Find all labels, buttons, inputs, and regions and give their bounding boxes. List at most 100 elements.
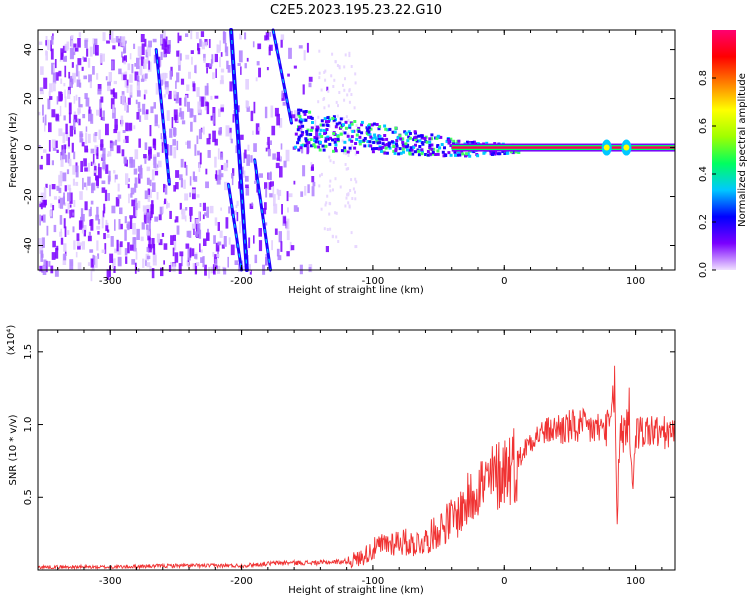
band-cell — [303, 112, 307, 116]
band-cell — [444, 154, 448, 157]
noise-speck — [96, 206, 99, 218]
noise-speck — [127, 97, 131, 105]
noise-speck — [230, 244, 235, 256]
band-cell — [392, 149, 396, 153]
noise-speck — [90, 206, 92, 216]
noise-speck — [109, 265, 111, 277]
noise-speck — [206, 206, 209, 218]
noise-speck — [245, 175, 249, 182]
noise-speck — [332, 85, 335, 88]
noise-speck — [173, 90, 177, 99]
noise-speck — [259, 173, 263, 178]
noise-speck — [326, 228, 329, 231]
noise-speck — [267, 144, 270, 150]
band-cell — [355, 137, 359, 141]
band-cell — [356, 150, 360, 154]
noise-speck — [77, 118, 79, 124]
band-cell — [339, 117, 343, 121]
noise-speck — [102, 32, 106, 42]
noise-speck — [142, 103, 146, 115]
noise-speck — [274, 228, 278, 235]
noise-speck — [188, 230, 192, 238]
noise-speck — [123, 60, 127, 65]
noise-speck — [189, 192, 192, 198]
noise-speck — [143, 212, 147, 224]
noise-speck — [60, 237, 64, 245]
noise-speck — [240, 134, 244, 140]
noise-speck — [101, 249, 106, 253]
noise-speck — [86, 48, 89, 57]
noise-speck — [136, 57, 140, 70]
noise-speck — [113, 92, 118, 99]
noise-speck — [134, 149, 139, 160]
band-cell — [350, 135, 354, 139]
noise-speck — [169, 210, 172, 219]
noise-speck — [45, 183, 48, 188]
noise-speck — [164, 36, 168, 48]
noise-speck — [206, 138, 211, 145]
noise-speck — [312, 181, 316, 187]
noise-speck — [265, 254, 269, 266]
noise-speck — [111, 94, 115, 100]
band-cell — [336, 137, 340, 141]
noise-speck — [220, 107, 224, 112]
noise-speck — [63, 243, 67, 252]
noise-speck — [293, 205, 298, 212]
noise-speck — [341, 129, 344, 133]
noise-speck — [184, 97, 187, 107]
band-cell — [420, 141, 424, 144]
band-cell — [348, 138, 352, 142]
noise-speck — [145, 109, 149, 115]
noise-speck — [97, 88, 102, 95]
noise-speck — [71, 142, 74, 153]
noise-speck — [323, 70, 326, 74]
noise-speck — [67, 144, 70, 149]
noise-speck — [125, 256, 128, 264]
noise-speck — [161, 233, 165, 237]
noise-speck — [42, 200, 46, 208]
band-cell — [449, 137, 453, 141]
noise-speck — [173, 146, 177, 159]
band-cell — [383, 151, 387, 155]
noise-speck — [96, 73, 99, 80]
noise-speck — [85, 97, 90, 107]
noise-speck — [311, 186, 315, 197]
noise-speck — [65, 154, 68, 163]
band-cell — [319, 128, 323, 132]
band-cell — [376, 141, 380, 145]
noise-speck — [139, 65, 143, 76]
noise-speck — [94, 165, 97, 171]
band-cell — [368, 133, 372, 137]
band-cell — [426, 150, 430, 153]
noise-speck — [49, 184, 51, 197]
band-cell — [452, 139, 456, 143]
noise-speck — [110, 143, 114, 152]
noise-speck — [73, 200, 76, 207]
noise-speck — [170, 235, 174, 245]
band-cell — [434, 153, 438, 156]
noise-speck — [107, 229, 110, 233]
noise-speck — [214, 156, 217, 168]
noise-speck — [168, 90, 172, 100]
noise-speck — [277, 193, 280, 200]
band-cell — [327, 120, 331, 123]
noise-speck — [346, 93, 349, 97]
noise-speck — [264, 222, 268, 226]
noise-speck — [48, 122, 52, 133]
band-cell — [405, 145, 409, 149]
band-cell — [373, 133, 377, 137]
band-cell — [428, 144, 432, 147]
band-cell — [402, 144, 406, 148]
band-cell — [332, 132, 336, 136]
noise-speck — [221, 244, 225, 249]
band-cell — [417, 149, 421, 153]
noise-speck — [78, 220, 83, 230]
noise-speck — [322, 98, 325, 101]
noise-speck — [140, 56, 145, 67]
band-cell — [368, 140, 372, 144]
noise-speck — [350, 178, 353, 182]
noise-speck — [136, 75, 139, 81]
noise-speck — [354, 152, 357, 156]
noise-speck — [180, 111, 185, 120]
noise-speck — [66, 169, 70, 175]
